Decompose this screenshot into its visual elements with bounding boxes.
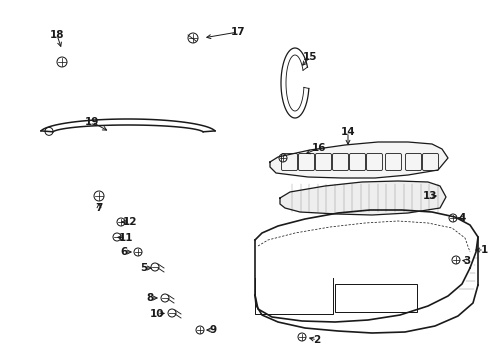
Bar — [334, 284, 416, 312]
Text: 16: 16 — [311, 143, 325, 153]
Text: 8: 8 — [146, 293, 153, 303]
Polygon shape — [280, 181, 445, 215]
Text: 1: 1 — [479, 245, 487, 255]
Text: 17: 17 — [230, 27, 245, 37]
Text: 11: 11 — [119, 233, 133, 243]
Text: 14: 14 — [340, 127, 355, 137]
Text: 13: 13 — [422, 191, 436, 201]
Polygon shape — [269, 142, 447, 178]
Text: 9: 9 — [209, 325, 216, 335]
Text: 15: 15 — [302, 52, 317, 62]
Text: 19: 19 — [84, 117, 99, 127]
Text: 18: 18 — [50, 30, 64, 40]
Text: 6: 6 — [120, 247, 127, 257]
Text: 10: 10 — [149, 309, 164, 319]
Text: 2: 2 — [313, 335, 320, 345]
Text: 12: 12 — [122, 217, 137, 227]
Text: 4: 4 — [457, 213, 465, 223]
Text: 3: 3 — [463, 256, 469, 266]
Text: 7: 7 — [95, 203, 102, 213]
Text: 5: 5 — [140, 263, 147, 273]
